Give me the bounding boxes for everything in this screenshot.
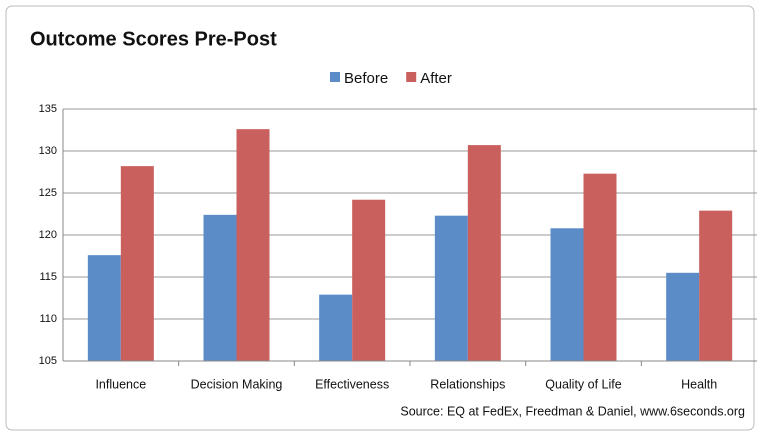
legend-swatch [406,72,417,82]
bar [434,215,468,361]
bar [352,199,386,361]
y-tick-label: 105 [39,355,57,367]
legend-swatch [330,72,340,82]
bar [120,166,154,361]
bar [467,145,501,361]
y-tick-label: 110 [39,313,57,325]
bar [550,228,584,361]
y-tick-label: 130 [39,145,57,157]
legend-label: Before [344,70,388,87]
source-note: Source: EQ at FedEx, Freedman & Daniel, … [400,404,745,418]
bar [87,255,121,361]
bar [236,129,270,361]
x-tick-label: Health [681,377,717,391]
x-tick-label: Influence [95,377,146,391]
bar [319,294,353,361]
chart-title: Outcome Scores Pre-Post [30,28,277,50]
y-tick-label: 125 [39,187,57,199]
x-tick-label: Relationships [430,377,505,391]
x-tick-label: Decision Making [191,377,283,391]
y-tick-label: 115 [39,271,57,283]
bar [666,272,700,361]
x-tick-label: Quality of Life [545,377,621,391]
x-tick-label: Effectiveness [315,377,389,391]
y-tick-label: 135 [39,103,57,115]
legend-label: After [420,70,452,87]
bar [699,210,733,361]
bar [583,173,617,361]
bar [203,214,237,361]
y-tick-label: 120 [39,229,57,241]
